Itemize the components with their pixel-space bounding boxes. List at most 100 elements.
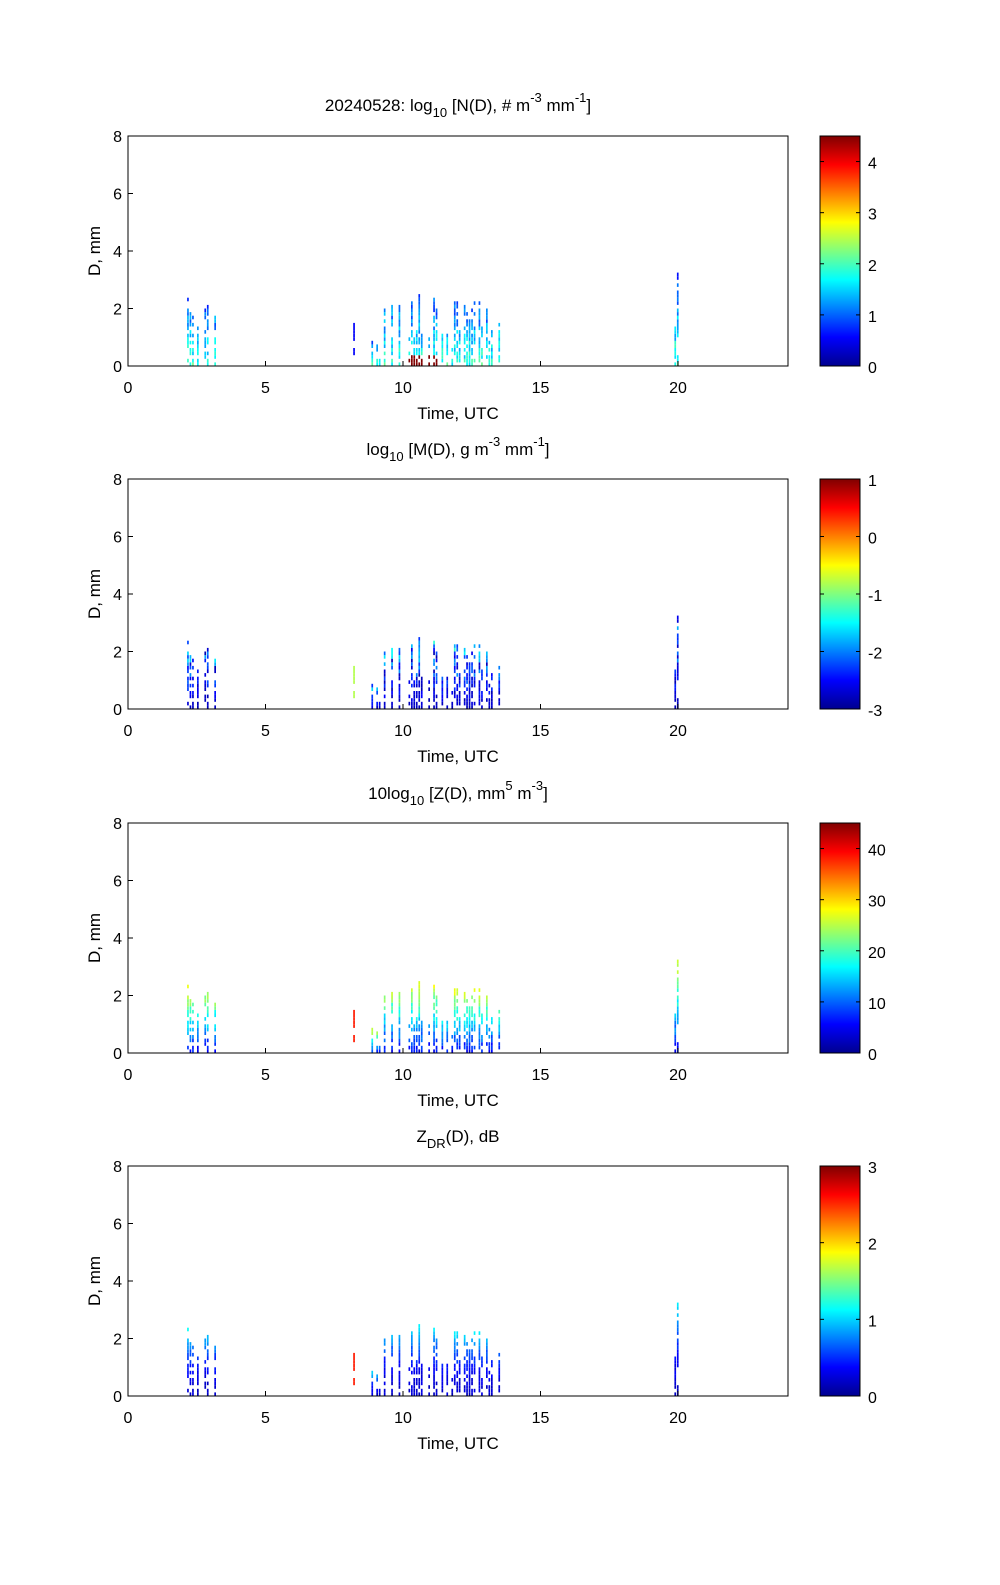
heatmap-cell [418,1013,421,1018]
heatmap-cell [187,1020,189,1025]
heatmap-cell [420,1045,423,1050]
heatmap-cell [676,1013,679,1018]
heatmap-cell [456,312,459,316]
heatmap-cell [676,977,679,982]
heatmap-cell [189,655,192,659]
heatmap-cell [415,1017,418,1021]
heatmap-cell [428,1042,430,1046]
heatmap-cell [488,340,491,345]
heatmap-cell [189,315,192,320]
heatmap-cell [411,1338,413,1343]
panel-3-title: 10log10 [Z(D), mm5 m-3] [368,778,548,808]
heatmap-cell [428,344,430,348]
heatmap-cell [441,1031,444,1035]
heatmap-cell [676,355,679,359]
heatmap-cell [206,304,209,309]
heatmap-cell [376,1378,378,1382]
heatmap-cell [466,1381,468,1386]
heatmap-cell [413,1045,416,1050]
heatmap-cell [486,665,488,670]
heatmap-cell [371,351,374,356]
heatmap-cell [435,337,438,341]
heatmap-cell [204,698,207,702]
heatmap-cell [413,358,416,363]
heatmap-cell [189,1027,192,1032]
heatmap-cell [189,662,192,666]
heatmap-cell [453,1352,456,1357]
heatmap-cell [491,1360,493,1364]
heatmap-cell [383,1356,386,1361]
heatmap-cell [446,1370,449,1375]
y-tick-label: 6 [113,187,122,204]
heatmap-cell [463,680,466,684]
heatmap-cell [214,669,216,674]
heatmap-cell [486,680,488,684]
heatmap-cell [353,337,355,341]
heatmap-cell [383,1342,386,1346]
heatmap-cell [486,669,488,674]
heatmap-cell [418,1352,421,1357]
heatmap-cell [441,1038,444,1043]
heatmap-cell [206,655,209,659]
heatmap-cell [204,340,207,345]
heatmap-cell [418,1356,421,1361]
heatmap-cell [446,705,449,709]
heatmap-cell [471,1356,473,1361]
heatmap-cell [435,999,438,1003]
heatmap-cell [383,1338,386,1343]
heatmap-cell [383,330,386,334]
heatmap-cell [446,683,449,688]
heatmap-cell [676,1006,679,1010]
heatmap-cell [418,1006,421,1010]
heatmap-cell [453,676,456,681]
heatmap-cell [418,1002,421,1007]
heatmap-cell [674,326,677,331]
heatmap-cell [353,694,355,699]
heatmap-cell [453,1331,456,1335]
heatmap-cell [451,1388,454,1393]
heatmap-cell [214,683,216,688]
heatmap-cell [383,1392,386,1396]
heatmap-cell [491,351,493,356]
heatmap-cell [398,698,401,702]
heatmap-cell [676,1331,679,1335]
heatmap-cell [189,319,192,323]
heatmap-cell [408,1367,411,1371]
heatmap-cell [378,705,381,709]
heatmap-cell [398,304,401,309]
heatmap-cell [197,1370,199,1375]
heatmap-cell [204,355,207,359]
heatmap-cell [411,683,413,688]
heatmap-cell [435,1381,438,1386]
heatmap-cell [473,1020,476,1025]
heatmap-cell [478,995,481,1000]
heatmap-cell [471,362,473,366]
heatmap-cell [468,330,471,334]
heatmap-cell [398,669,401,674]
heatmap-cell [466,1024,468,1028]
heatmap-cell [187,319,189,323]
heatmap-cell [468,362,471,366]
heatmap-cell [435,362,438,366]
heatmap-cell [466,1042,468,1046]
heatmap-cell [498,691,501,695]
x-tick-label: 15 [532,723,550,740]
heatmap-cell [674,691,677,695]
heatmap-cell [187,1356,189,1361]
heatmap-cell [187,999,189,1003]
heatmap-cell [204,1002,207,1007]
heatmap-cell [466,680,468,684]
heatmap-cell [383,1031,386,1035]
heatmap-cell [418,691,421,695]
heatmap-cell [468,1042,471,1046]
heatmap-cell [391,1345,393,1350]
heatmap-cell [473,683,476,688]
heatmap-cell [676,665,679,670]
heatmap-cell [451,1045,454,1050]
x-tick-label: 15 [532,380,550,397]
heatmap-cell [468,1356,471,1361]
heatmap-cell [398,1352,401,1357]
heatmap-cell [466,698,468,702]
heatmap-cell [398,691,401,695]
